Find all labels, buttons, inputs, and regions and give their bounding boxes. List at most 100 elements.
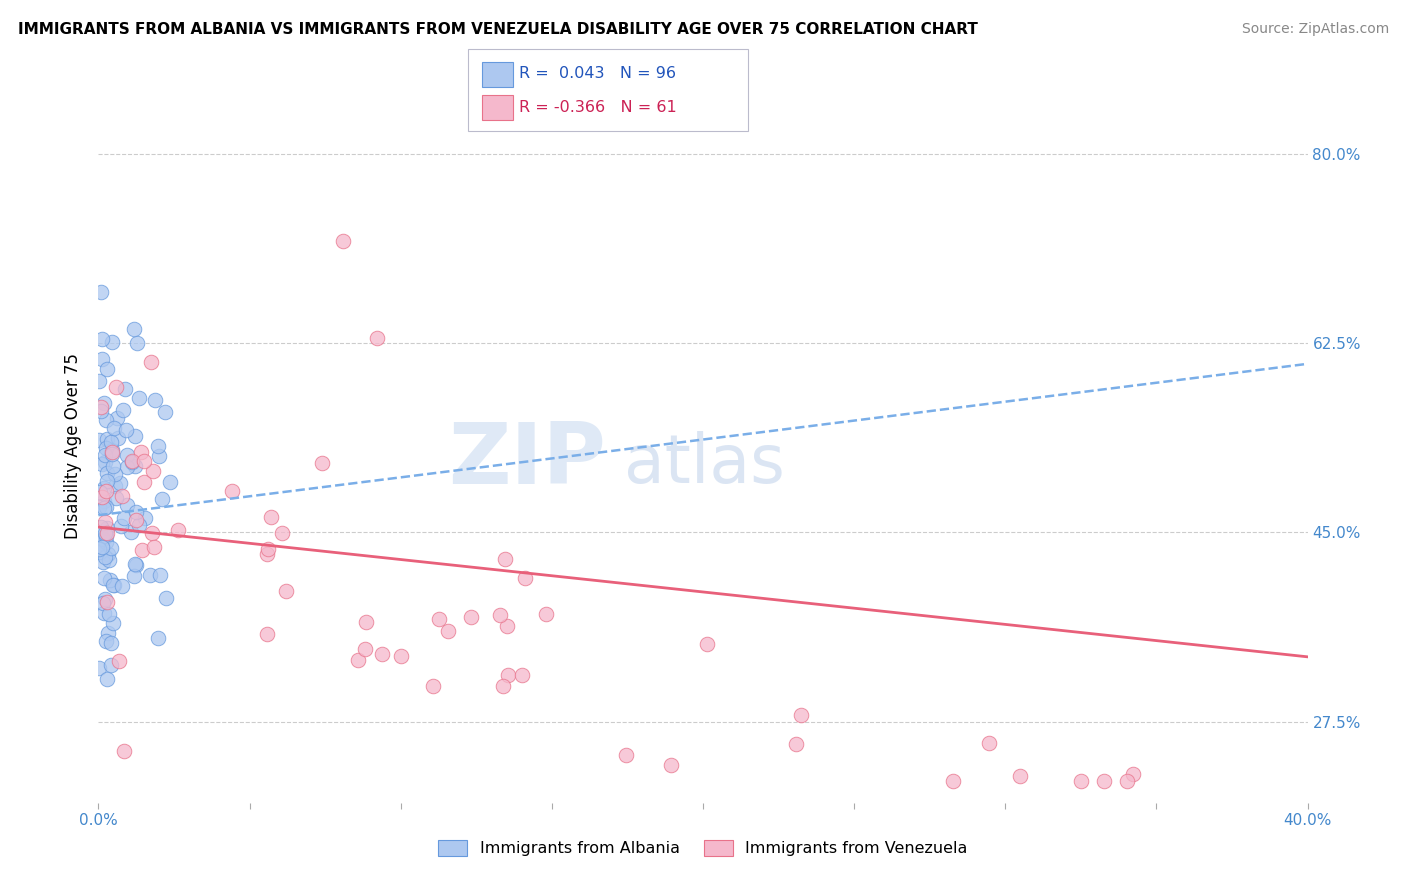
Point xyxy=(94,413,117,427)
Point xyxy=(97,552,120,566)
Point xyxy=(101,458,124,473)
Point xyxy=(100,657,122,672)
Point xyxy=(260,509,283,524)
Point xyxy=(87,661,110,675)
Point xyxy=(98,573,121,587)
Point xyxy=(94,526,117,541)
Point xyxy=(141,525,163,540)
Point xyxy=(132,475,155,489)
Point xyxy=(93,396,115,410)
Point xyxy=(100,541,122,555)
Point xyxy=(146,440,169,454)
Point xyxy=(96,362,118,376)
Point xyxy=(152,491,174,506)
Point xyxy=(614,747,637,762)
Point xyxy=(270,525,292,540)
Point xyxy=(436,624,458,639)
Point xyxy=(124,557,146,571)
Point xyxy=(101,335,124,350)
Point xyxy=(347,653,370,667)
Point xyxy=(94,549,117,564)
Point xyxy=(389,648,412,663)
Point xyxy=(1092,774,1115,789)
Point xyxy=(124,429,146,443)
Point xyxy=(496,619,519,633)
Point xyxy=(125,558,148,573)
Point xyxy=(107,431,129,445)
Point xyxy=(96,441,118,455)
Point xyxy=(89,500,111,514)
Point xyxy=(93,501,115,516)
Point xyxy=(534,607,557,621)
Point xyxy=(91,333,114,347)
Point xyxy=(108,654,131,668)
Point xyxy=(155,591,177,606)
Point xyxy=(89,374,111,388)
Point xyxy=(124,514,146,528)
Point xyxy=(91,596,114,610)
Point xyxy=(93,607,115,621)
Point xyxy=(117,498,139,512)
Point xyxy=(90,541,112,555)
Point xyxy=(96,673,118,687)
Point xyxy=(110,519,132,533)
Point xyxy=(98,607,121,622)
Point xyxy=(105,491,128,505)
Point xyxy=(977,736,1000,750)
Point xyxy=(460,610,482,624)
Point xyxy=(104,380,127,394)
Point xyxy=(159,475,181,490)
Point xyxy=(96,466,118,480)
Point xyxy=(89,545,111,559)
Point xyxy=(90,285,112,300)
Point xyxy=(97,547,120,561)
Point xyxy=(103,578,125,592)
Point xyxy=(790,708,813,723)
Text: IMMIGRANTS FROM ALBANIA VS IMMIGRANTS FROM VENEZUELA DISABILITY AGE OVER 75 CORR: IMMIGRANTS FROM ALBANIA VS IMMIGRANTS FR… xyxy=(18,22,979,37)
Point xyxy=(139,567,162,582)
Point xyxy=(148,450,170,464)
Point xyxy=(139,354,162,368)
Point xyxy=(91,533,114,547)
Point xyxy=(129,445,152,459)
Point xyxy=(491,679,513,693)
Point xyxy=(94,515,117,529)
Point xyxy=(121,455,143,469)
Point xyxy=(94,455,117,469)
Point xyxy=(103,421,125,435)
Point xyxy=(356,615,378,629)
Point xyxy=(696,637,718,651)
Point xyxy=(661,757,683,772)
Point xyxy=(1122,767,1144,781)
Point xyxy=(221,484,243,499)
Point xyxy=(96,520,118,534)
Point xyxy=(101,447,124,461)
Point xyxy=(100,434,122,449)
Point xyxy=(494,551,516,566)
Point xyxy=(89,433,111,447)
Point xyxy=(274,584,297,599)
Point xyxy=(371,647,394,661)
Point xyxy=(101,442,124,457)
Text: Source: ZipAtlas.com: Source: ZipAtlas.com xyxy=(1241,22,1389,37)
Point xyxy=(496,667,519,681)
Point xyxy=(124,458,146,473)
Point xyxy=(87,541,110,556)
Point xyxy=(94,448,117,462)
Point xyxy=(125,335,148,350)
Point xyxy=(93,494,115,508)
Point xyxy=(96,526,118,541)
Point xyxy=(105,410,128,425)
Legend: Immigrants from Albania, Immigrants from Venezuela: Immigrants from Albania, Immigrants from… xyxy=(432,833,974,863)
Point xyxy=(96,432,118,446)
Point xyxy=(112,403,135,417)
Point xyxy=(1116,774,1139,789)
Point xyxy=(166,523,188,537)
Point xyxy=(120,524,142,539)
Text: R =  0.043   N = 96: R = 0.043 N = 96 xyxy=(519,66,676,80)
Point xyxy=(366,331,388,345)
Point xyxy=(91,555,114,569)
Point xyxy=(90,400,112,414)
Point xyxy=(117,448,139,462)
Point xyxy=(427,612,450,626)
